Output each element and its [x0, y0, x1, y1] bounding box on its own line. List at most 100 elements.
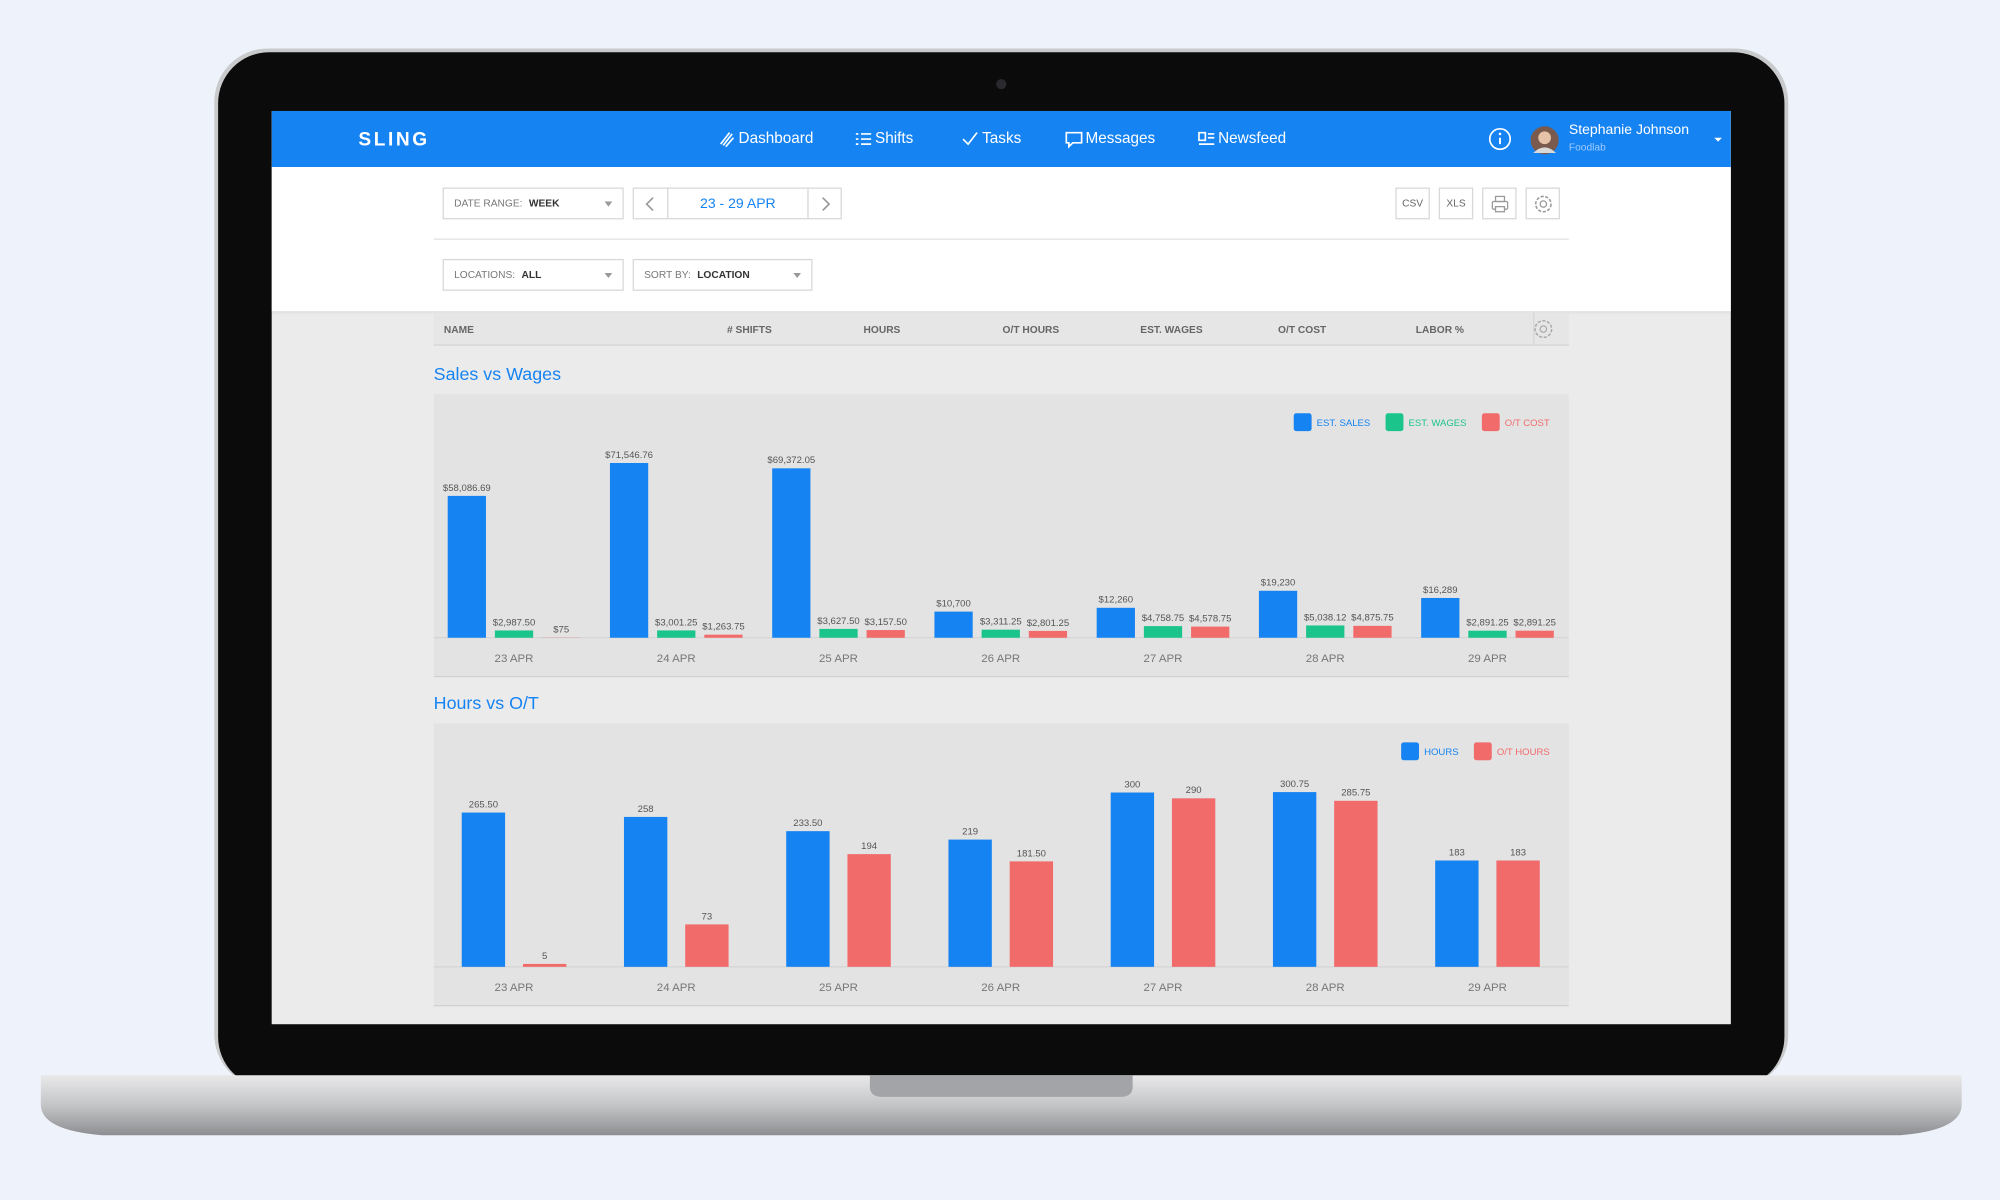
x-tick-label: 26 APR [981, 982, 1020, 994]
nav-item[interactable]: Newsfeed [1218, 128, 1287, 147]
x-tick-label: 23 APR [495, 982, 534, 994]
column-header[interactable]: LABOR % [1415, 323, 1464, 336]
column-header[interactable]: O/T COST [1278, 323, 1327, 336]
legend-swatch [1385, 413, 1404, 432]
chart-title: Hours vs O/T [433, 692, 539, 714]
data-label: $4,758.75 [1142, 613, 1184, 624]
icon-path [720, 132, 735, 148]
export-button[interactable]: CSV [1395, 187, 1430, 220]
avatar[interactable] [1529, 125, 1560, 156]
data-label: 300 [1124, 779, 1140, 790]
bar [1334, 800, 1378, 967]
legend-label: EST. WAGES [1409, 418, 1467, 429]
x-tick-label: 25 APR [819, 653, 858, 665]
table-header: NAME # SHIFTS HOURS O/T HOURS EST. WAGES O/T … [433, 312, 1569, 346]
icon-path [962, 132, 978, 146]
bar [847, 854, 891, 967]
bar [1258, 590, 1298, 638]
info-icon[interactable] [1487, 126, 1513, 152]
data-label: 5 [542, 951, 547, 962]
nav-icon[interactable] [1064, 129, 1084, 149]
bar [786, 831, 830, 967]
column-header[interactable]: O/T HOURS [1002, 323, 1060, 336]
column-divider [1533, 312, 1535, 345]
locations-select[interactable]: LOCATIONS: ALL [442, 258, 624, 291]
bar [1496, 860, 1540, 967]
print-button[interactable] [1482, 187, 1517, 220]
date-range-select[interactable]: DATE RANGE: WEEK [442, 187, 624, 220]
bar [772, 468, 811, 638]
data-label: $58,086.69 [443, 483, 491, 494]
bar [609, 463, 649, 638]
nav-item[interactable]: Tasks [982, 128, 1022, 147]
bar [461, 812, 506, 967]
column-header[interactable]: HOURS [863, 323, 901, 336]
nav-icon[interactable] [853, 129, 873, 149]
data-label: $69,372.05 [767, 455, 815, 466]
legend-swatch [1481, 413, 1500, 432]
top-nav: SLING Stephanie Johnson Foodlab Dashboar… [271, 110, 1731, 168]
bar [1096, 607, 1135, 638]
data-label: 73 [702, 911, 713, 922]
user-name[interactable]: Stephanie Johnson [1568, 122, 1690, 138]
x-tick-label: 28 APR [1306, 653, 1345, 665]
nav-icon[interactable] [960, 129, 980, 149]
column-header[interactable]: NAME [443, 323, 474, 336]
settings-button[interactable] [1525, 187, 1560, 220]
data-label: 265.50 [469, 799, 498, 810]
data-label: $75 [553, 624, 569, 635]
column-header[interactable]: # SHIFTS [727, 323, 772, 336]
brand[interactable]: SLING [358, 128, 430, 151]
data-label: $4,578.75 [1189, 613, 1231, 624]
bar [494, 630, 534, 638]
export-button[interactable]: XLS [1438, 187, 1474, 220]
legend-swatch [1293, 413, 1312, 432]
chart: 23 APR $58,086.69 $2,987.50 $75 24 APR $71,54… [433, 394, 1569, 678]
data-label: 181.50 [1017, 848, 1046, 859]
column-settings[interactable] [1532, 318, 1555, 341]
sort-select[interactable]: SORT BY: LOCATION [632, 258, 813, 291]
date-range-value: WEEK [528, 197, 560, 210]
chart: 23 APR 265.50 5 24 APR 258 73 25 APR 233.50 194 2… [433, 723, 1569, 1007]
data-label: 300.75 [1280, 779, 1309, 790]
data-label: 290 [1186, 785, 1202, 796]
next-button[interactable] [807, 187, 842, 220]
bar [685, 924, 729, 967]
user-caret[interactable] [1714, 137, 1722, 142]
data-label: $71,546.76 [605, 450, 653, 461]
legend-label: HOURS [1424, 747, 1458, 758]
bar [948, 839, 992, 967]
data-label: 183 [1449, 847, 1465, 858]
divider [433, 238, 1569, 240]
data-label: 233.50 [793, 818, 822, 829]
bar [1421, 597, 1460, 638]
column-header[interactable]: EST. WAGES [1140, 323, 1203, 336]
x-tick-label: 25 APR [819, 982, 858, 994]
toolbar: DATE RANGE: WEEK 23 - 29 APR LOCATIONS: AL… [271, 167, 1731, 312]
legend-label: O/T COST [1505, 418, 1550, 429]
bar [657, 630, 696, 638]
data-label: $2,891.25 [1513, 618, 1555, 629]
data-label: 194 [861, 841, 878, 852]
bar [819, 628, 858, 638]
data-label: $2,987.50 [493, 617, 535, 628]
nav-icon[interactable] [1196, 129, 1216, 149]
prev-button[interactable] [632, 187, 669, 220]
x-tick-label: 23 APR [495, 653, 534, 665]
icon-path [855, 133, 872, 145]
x-tick-label: 27 APR [1144, 982, 1183, 994]
bar [1143, 626, 1183, 638]
bar [447, 495, 486, 638]
data-label: $1,263.75 [702, 622, 744, 633]
date-range-label: DATE RANGE: [454, 197, 523, 210]
nav-item[interactable]: Messages [1085, 128, 1156, 147]
nav-item[interactable]: Shifts [874, 128, 914, 147]
bar [1009, 861, 1054, 967]
period[interactable]: 23 - 29 APR [667, 187, 809, 220]
nav-item[interactable]: Dashboard [738, 128, 814, 147]
icon-path [1065, 131, 1083, 149]
bar [981, 629, 1020, 638]
nav-icon[interactable] [717, 129, 737, 149]
